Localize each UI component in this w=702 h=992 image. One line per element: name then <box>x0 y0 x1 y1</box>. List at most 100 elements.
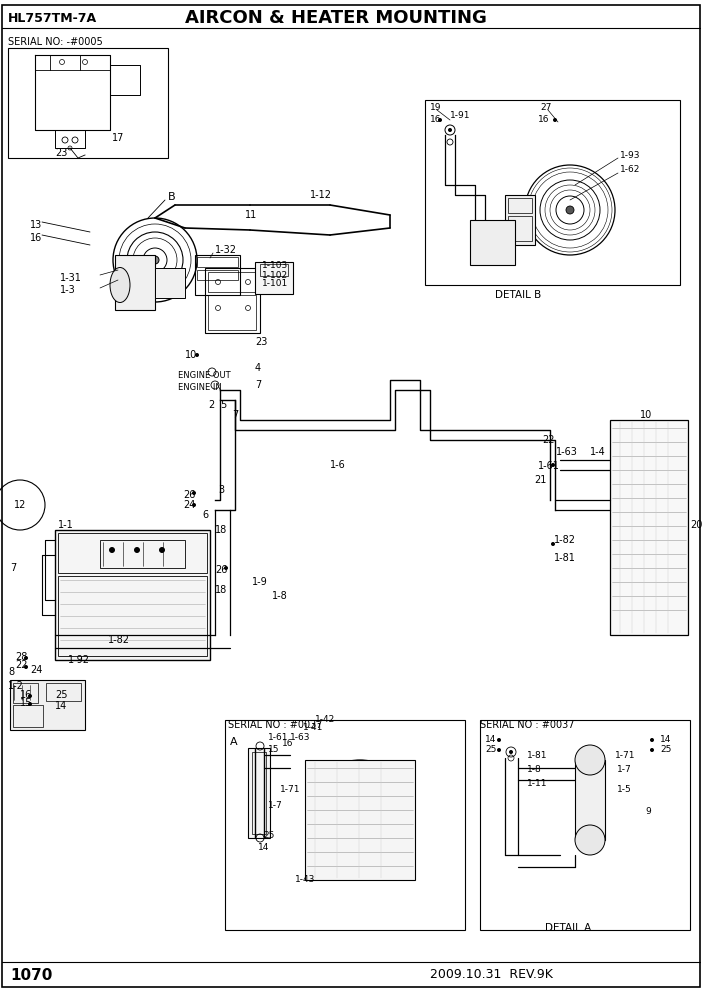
Text: 1-81: 1-81 <box>554 553 576 563</box>
Circle shape <box>109 547 115 553</box>
Text: 19: 19 <box>430 103 442 112</box>
Text: 24: 24 <box>183 500 195 510</box>
Bar <box>470 220 515 265</box>
Text: 15: 15 <box>20 698 32 708</box>
Circle shape <box>497 748 501 752</box>
Bar <box>195 255 240 295</box>
Bar <box>252 752 266 834</box>
Text: 25: 25 <box>485 746 496 755</box>
Circle shape <box>575 745 605 775</box>
Circle shape <box>310 760 410 860</box>
Circle shape <box>551 542 555 546</box>
Text: 1-82: 1-82 <box>108 635 130 645</box>
Text: 14: 14 <box>258 843 270 852</box>
Circle shape <box>566 206 574 214</box>
Text: 27: 27 <box>540 103 551 112</box>
Text: 25: 25 <box>263 830 274 839</box>
Text: 12: 12 <box>14 500 27 510</box>
Bar <box>305 760 415 880</box>
Circle shape <box>159 547 165 553</box>
Text: HL757TM-7A: HL757TM-7A <box>8 12 97 25</box>
Text: 10: 10 <box>185 350 197 360</box>
Circle shape <box>553 118 557 122</box>
Text: 8: 8 <box>8 667 14 677</box>
Text: 6: 6 <box>202 510 208 520</box>
Text: 7: 7 <box>232 410 238 420</box>
Bar <box>155 268 185 298</box>
Text: 1-4: 1-4 <box>590 447 606 457</box>
Text: 2: 2 <box>208 400 214 410</box>
Text: 18: 18 <box>215 585 227 595</box>
Bar <box>208 295 256 330</box>
Text: 18: 18 <box>215 525 227 535</box>
Text: 10: 10 <box>640 410 652 420</box>
Bar <box>197 270 238 280</box>
Text: SERIAL NO : #0037: SERIAL NO : #0037 <box>480 720 574 730</box>
Circle shape <box>551 463 555 467</box>
Text: 1-42: 1-42 <box>315 715 336 724</box>
Bar <box>115 255 155 310</box>
Text: 16: 16 <box>30 233 42 243</box>
Text: 1-43: 1-43 <box>295 876 315 885</box>
Text: 1-11: 1-11 <box>527 780 548 789</box>
Text: 14: 14 <box>660 735 671 745</box>
Text: DETAIL A: DETAIL A <box>545 923 591 933</box>
Text: ENGINE IN: ENGINE IN <box>178 384 222 393</box>
Text: 1-63: 1-63 <box>290 732 310 741</box>
Text: 1-1: 1-1 <box>58 520 74 530</box>
Text: 16: 16 <box>282 738 293 748</box>
Text: 1-92: 1-92 <box>68 655 90 665</box>
Bar <box>255 262 293 294</box>
Bar <box>55 530 210 660</box>
Text: 1-103: 1-103 <box>262 261 289 270</box>
Circle shape <box>650 748 654 752</box>
Bar <box>505 195 535 245</box>
Circle shape <box>151 256 159 264</box>
Text: 1-93: 1-93 <box>620 151 640 160</box>
Text: 14: 14 <box>485 735 496 745</box>
Text: 1-101: 1-101 <box>262 279 289 288</box>
Text: 1-63: 1-63 <box>556 447 578 457</box>
Bar <box>58 533 207 573</box>
Text: 13: 13 <box>30 220 42 230</box>
Text: 1-5: 1-5 <box>617 786 632 795</box>
Text: 1-41: 1-41 <box>303 723 324 732</box>
Text: B: B <box>168 192 176 202</box>
Text: 7: 7 <box>10 563 16 573</box>
Text: 22: 22 <box>15 660 27 670</box>
Circle shape <box>448 128 452 132</box>
Text: 2009.10.31  REV.9K: 2009.10.31 REV.9K <box>430 968 553 981</box>
Text: 25: 25 <box>660 746 671 755</box>
Text: 23: 23 <box>55 148 67 158</box>
Bar <box>480 720 690 930</box>
Text: 25: 25 <box>55 690 67 700</box>
Bar <box>508 198 532 213</box>
Text: 28: 28 <box>15 652 27 662</box>
Text: 1-2: 1-2 <box>8 681 24 691</box>
Text: 1-61: 1-61 <box>268 732 289 741</box>
Text: 24: 24 <box>30 665 42 675</box>
Text: 1-102: 1-102 <box>262 271 288 280</box>
Text: 1-9: 1-9 <box>252 577 267 587</box>
Text: 1-12: 1-12 <box>310 190 332 200</box>
Text: 1-71: 1-71 <box>280 786 300 795</box>
Text: 26: 26 <box>215 565 227 575</box>
Circle shape <box>192 491 196 495</box>
Circle shape <box>354 804 366 816</box>
Text: 1-7: 1-7 <box>617 766 632 775</box>
Text: 16: 16 <box>430 115 442 125</box>
Text: 1-81: 1-81 <box>527 752 548 761</box>
Text: 1-62: 1-62 <box>620 166 640 175</box>
Text: SERIAL NO: -#0005: SERIAL NO: -#0005 <box>8 37 102 47</box>
Text: 11: 11 <box>245 210 257 220</box>
Text: AIRCON & HEATER MOUNTING: AIRCON & HEATER MOUNTING <box>185 9 487 27</box>
Bar <box>13 705 43 727</box>
Text: DETAIL B: DETAIL B <box>495 290 541 300</box>
Text: 9: 9 <box>645 807 651 816</box>
Text: 22: 22 <box>542 435 555 445</box>
Text: 1-82: 1-82 <box>554 535 576 545</box>
Bar <box>225 720 465 930</box>
Text: 1-91: 1-91 <box>450 111 470 120</box>
Text: 1-3: 1-3 <box>60 285 76 295</box>
Text: ENGINE OUT: ENGINE OUT <box>178 370 231 380</box>
